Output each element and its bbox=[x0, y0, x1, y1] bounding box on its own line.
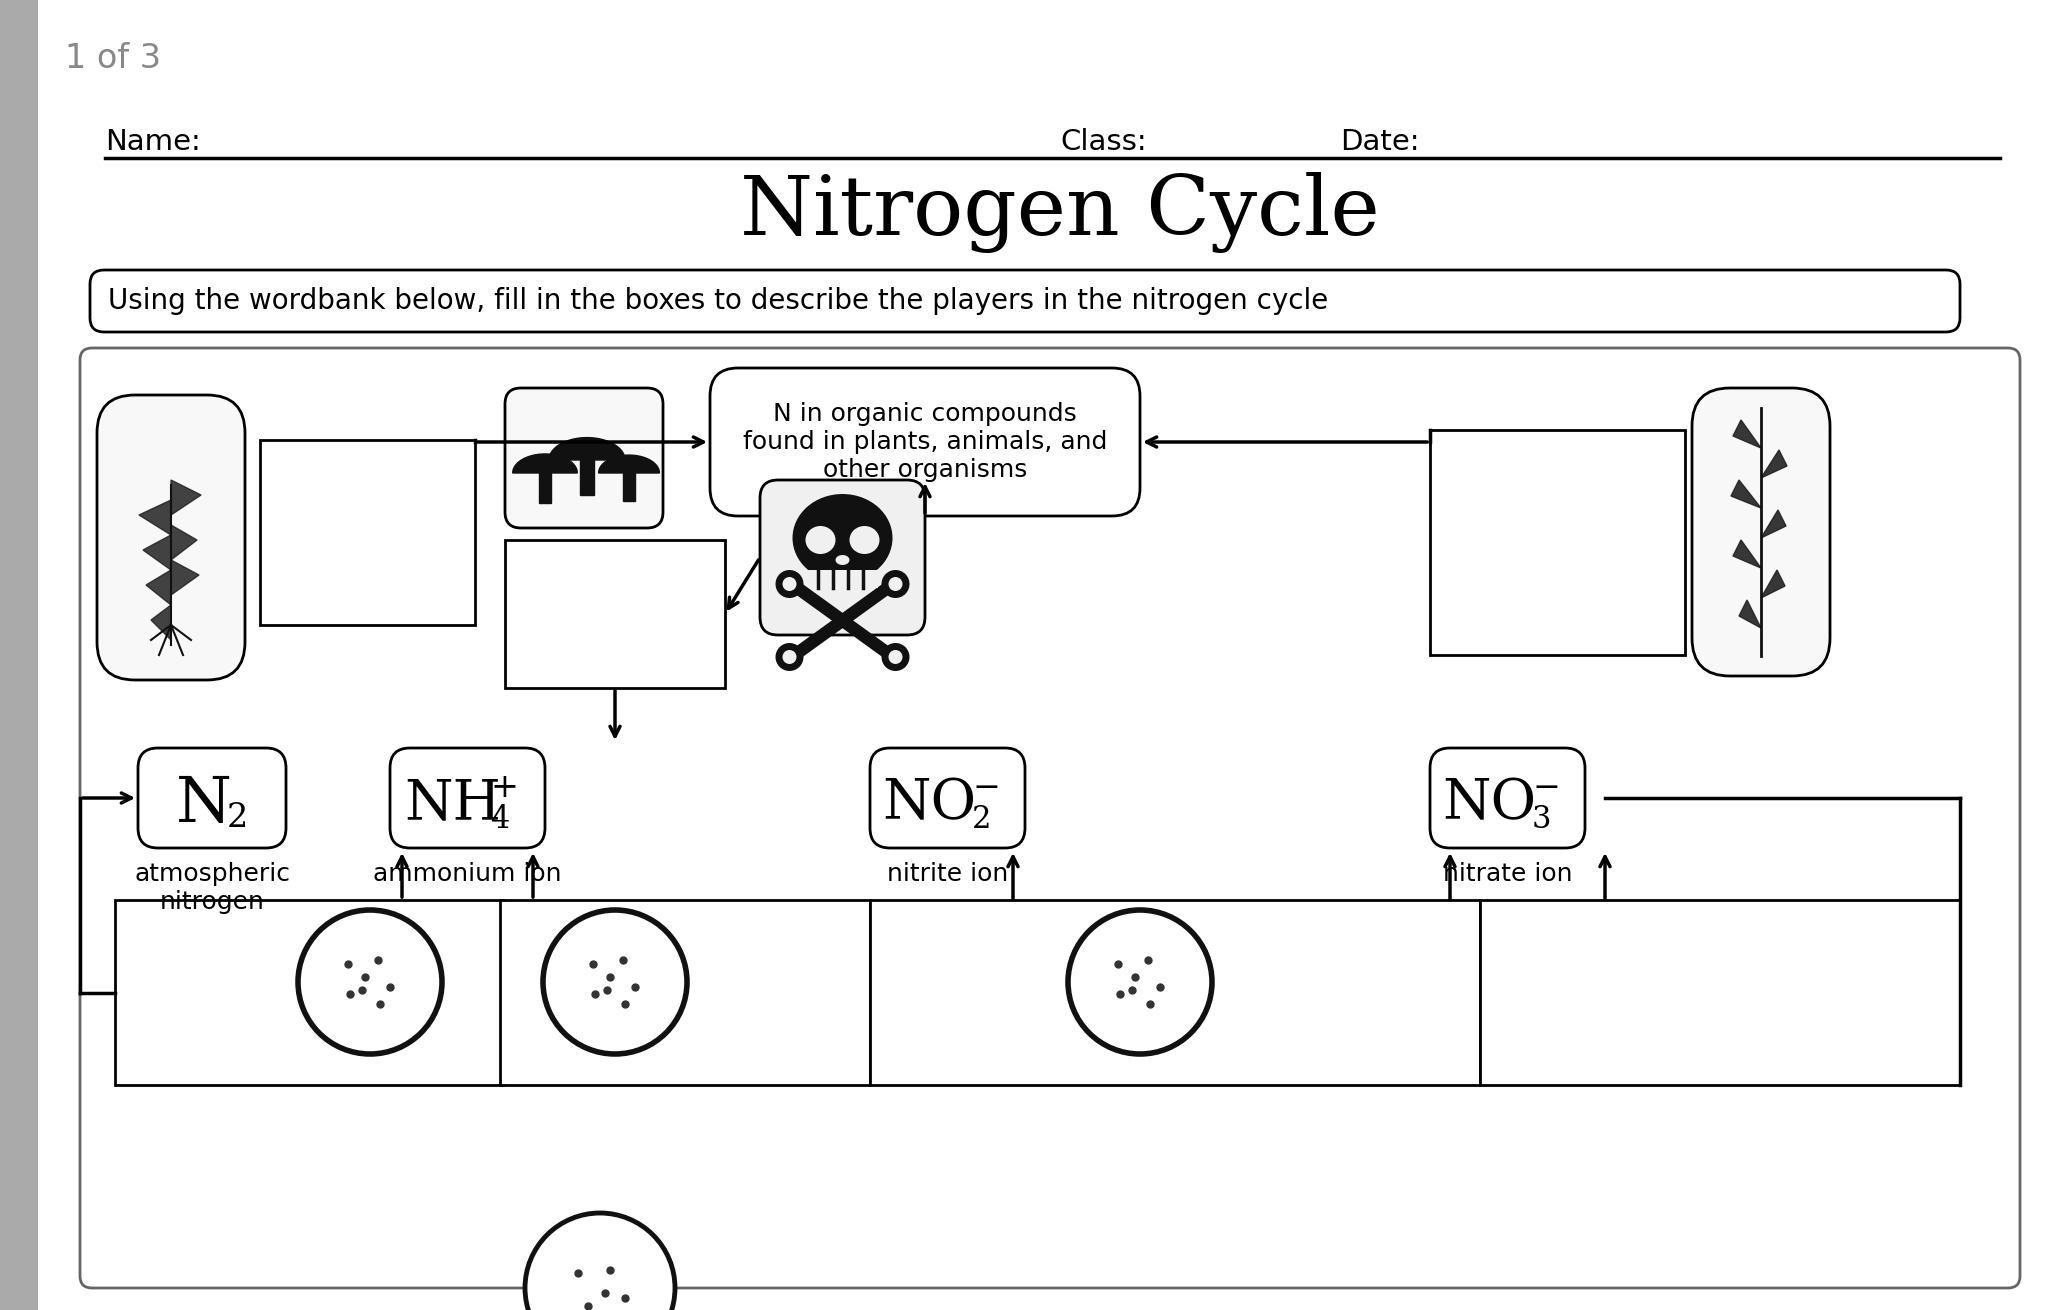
Text: Class:: Class: bbox=[1061, 128, 1147, 156]
Polygon shape bbox=[1761, 570, 1786, 597]
Circle shape bbox=[524, 1213, 676, 1310]
Bar bbox=[500, 900, 870, 1085]
Polygon shape bbox=[1739, 600, 1761, 627]
FancyBboxPatch shape bbox=[96, 396, 246, 680]
Bar bbox=[260, 440, 475, 625]
Circle shape bbox=[776, 643, 803, 671]
Text: N in organic compounds
found in plants, animals, and
other organisms: N in organic compounds found in plants, … bbox=[743, 402, 1108, 482]
Polygon shape bbox=[539, 473, 551, 503]
Text: NH: NH bbox=[403, 777, 502, 832]
Polygon shape bbox=[1733, 421, 1761, 448]
Polygon shape bbox=[1733, 540, 1761, 569]
Text: −: − bbox=[1532, 772, 1561, 804]
Text: nitrate ion: nitrate ion bbox=[1442, 862, 1573, 886]
Text: nitrite ion: nitrite ion bbox=[887, 862, 1008, 886]
Polygon shape bbox=[1731, 479, 1761, 508]
Text: 2: 2 bbox=[227, 802, 248, 834]
Text: 4: 4 bbox=[489, 804, 510, 836]
Polygon shape bbox=[143, 534, 170, 570]
Text: 1 of 3: 1 of 3 bbox=[66, 42, 162, 75]
Polygon shape bbox=[170, 559, 199, 595]
FancyBboxPatch shape bbox=[1430, 748, 1585, 848]
Polygon shape bbox=[145, 570, 170, 605]
Polygon shape bbox=[598, 455, 659, 473]
Text: atmospheric
nitrogen: atmospheric nitrogen bbox=[133, 862, 291, 914]
Text: Nitrogen Cycle: Nitrogen Cycle bbox=[739, 172, 1380, 253]
FancyBboxPatch shape bbox=[389, 748, 545, 848]
Text: NO: NO bbox=[1442, 777, 1536, 832]
Text: ammonium ion: ammonium ion bbox=[373, 862, 561, 886]
Text: N: N bbox=[176, 773, 231, 834]
Text: Name:: Name: bbox=[104, 128, 201, 156]
Circle shape bbox=[889, 650, 903, 664]
Circle shape bbox=[881, 643, 909, 671]
Text: Date:: Date: bbox=[1339, 128, 1419, 156]
Circle shape bbox=[1067, 910, 1212, 1055]
Text: +: + bbox=[489, 772, 518, 804]
Polygon shape bbox=[1761, 510, 1786, 538]
FancyBboxPatch shape bbox=[137, 748, 287, 848]
Polygon shape bbox=[170, 479, 201, 515]
Ellipse shape bbox=[793, 494, 893, 582]
Text: 3: 3 bbox=[1532, 804, 1552, 836]
Circle shape bbox=[776, 570, 803, 597]
Polygon shape bbox=[549, 438, 625, 460]
Bar bbox=[1430, 430, 1686, 655]
FancyBboxPatch shape bbox=[90, 270, 1960, 331]
Polygon shape bbox=[139, 500, 170, 534]
Polygon shape bbox=[623, 473, 635, 500]
Circle shape bbox=[299, 910, 442, 1055]
Circle shape bbox=[782, 650, 797, 664]
Text: Using the wordbank below, fill in the boxes to describe the players in the nitro: Using the wordbank below, fill in the bo… bbox=[109, 287, 1329, 314]
FancyBboxPatch shape bbox=[870, 748, 1024, 848]
Circle shape bbox=[881, 570, 909, 597]
Polygon shape bbox=[1761, 451, 1788, 478]
Bar bbox=[115, 900, 504, 1085]
Circle shape bbox=[543, 910, 686, 1055]
Polygon shape bbox=[580, 460, 594, 495]
FancyBboxPatch shape bbox=[760, 479, 926, 635]
Circle shape bbox=[889, 576, 903, 591]
Text: NO: NO bbox=[883, 777, 977, 832]
Ellipse shape bbox=[836, 555, 850, 565]
Bar bbox=[1481, 900, 1960, 1085]
Ellipse shape bbox=[805, 527, 836, 554]
Bar bbox=[506, 540, 725, 688]
FancyBboxPatch shape bbox=[1692, 388, 1831, 676]
Text: −: − bbox=[973, 772, 999, 804]
Ellipse shape bbox=[850, 527, 879, 554]
FancyBboxPatch shape bbox=[711, 368, 1141, 516]
Circle shape bbox=[782, 576, 797, 591]
Text: 2: 2 bbox=[973, 804, 991, 836]
Polygon shape bbox=[512, 455, 578, 473]
Polygon shape bbox=[152, 605, 170, 641]
Polygon shape bbox=[170, 525, 197, 559]
Bar bbox=[807, 570, 877, 588]
Bar bbox=[870, 900, 1481, 1085]
FancyBboxPatch shape bbox=[80, 348, 2019, 1288]
FancyBboxPatch shape bbox=[506, 388, 664, 528]
